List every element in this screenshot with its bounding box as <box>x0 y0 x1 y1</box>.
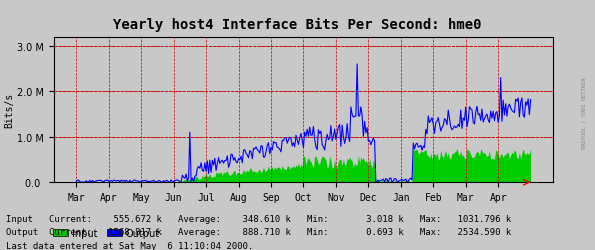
Legend: Input, Output: Input, Output <box>54 228 159 238</box>
Text: Input   Current:    555.672 k   Average:    348.610 k   Min:       3.018 k   Max: Input Current: 555.672 k Average: 348.61… <box>6 214 511 223</box>
Text: Output  Current:   1568.817 k   Average:    888.710 k   Min:       0.693 k   Max: Output Current: 1568.817 k Average: 888.… <box>6 228 511 236</box>
Text: Last data entered at Sat May  6 11:10:04 2000.: Last data entered at Sat May 6 11:10:04 … <box>6 241 253 250</box>
Text: RRDTOOL / TOBI OETIKER: RRDTOOL / TOBI OETIKER <box>581 77 586 148</box>
Text: Yearly host4 Interface Bits Per Second: hme0: Yearly host4 Interface Bits Per Second: … <box>113 18 482 32</box>
Y-axis label: Bits/s: Bits/s <box>4 92 14 128</box>
